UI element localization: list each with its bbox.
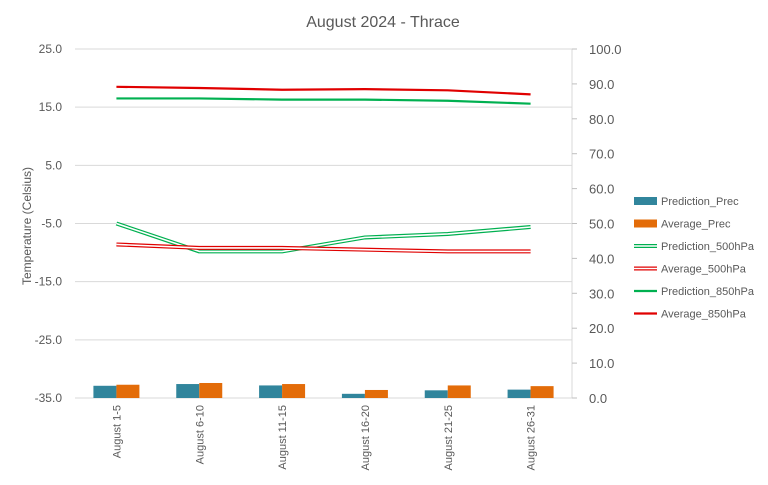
y-axis-label: Temperature (Celsius) bbox=[20, 167, 34, 285]
bar-average-prec bbox=[447, 385, 471, 398]
x-tick-label: August 26-31 bbox=[526, 405, 538, 470]
right-tick-label: 80.0 bbox=[589, 112, 614, 127]
left-tick-label: -25.0 bbox=[35, 333, 63, 347]
lines bbox=[115, 85, 531, 254]
legend-label-prediction-prec: Prediction_Prec bbox=[661, 196, 739, 208]
bar-prediction-prec bbox=[424, 390, 448, 398]
left-tick-label: -5.0 bbox=[41, 217, 62, 231]
x-tick-label: August 16-20 bbox=[360, 405, 372, 470]
left-axis-ticks: 25.0 15.0 5.0 -5.0 -15.0 -25.0 -35.0 bbox=[35, 42, 63, 405]
bar-prediction-prec bbox=[176, 384, 200, 398]
x-axis-ticks: August 1-5 August 6-10 August 11-15 August … bbox=[111, 405, 537, 470]
line-average-500hpa-inner bbox=[116, 243, 531, 253]
legend-label-average-850hpa: Average_850hPa bbox=[661, 309, 747, 321]
gridlines bbox=[75, 48, 573, 399]
bar-prediction-prec bbox=[507, 389, 531, 398]
bar-average-prec bbox=[116, 384, 140, 398]
bar-prediction-prec bbox=[259, 385, 283, 398]
right-tick-label: 70.0 bbox=[589, 147, 614, 162]
bars bbox=[93, 382, 554, 398]
right-tick-label: 100.0 bbox=[589, 42, 622, 57]
right-tick-label: 30.0 bbox=[589, 286, 614, 301]
right-axis-ticks: 100.0 90.0 80.0 70.0 60.0 50.0 40.0 30.0 20.0 10.… bbox=[572, 42, 622, 406]
right-tick-label: 60.0 bbox=[589, 182, 614, 197]
bar-average-prec bbox=[282, 384, 306, 398]
line-average-500hpa bbox=[116, 242, 531, 254]
line-average-850hpa bbox=[116, 85, 531, 96]
right-tick-label: 10.0 bbox=[589, 356, 614, 371]
right-tick-label: 20.0 bbox=[589, 321, 614, 336]
left-tick-label: -15.0 bbox=[35, 275, 63, 289]
legend-label-average-500hpa: Average_500hPa bbox=[661, 264, 747, 276]
legend-label-prediction-850hpa: Prediction_850hPa bbox=[661, 286, 755, 298]
x-tick-label: August 6-10 bbox=[194, 405, 206, 464]
legend-swatch-average-prec bbox=[634, 219, 657, 228]
right-tick-label: 90.0 bbox=[589, 77, 614, 92]
bar-average-prec bbox=[199, 382, 223, 398]
x-tick-label: August 11-15 bbox=[277, 405, 289, 470]
left-tick-label: 5.0 bbox=[45, 158, 62, 172]
left-tick-label: 15.0 bbox=[39, 100, 63, 114]
chart-title: August 2024 - Thrace bbox=[306, 14, 460, 31]
legend: Prediction_Prec Average_Prec Prediction_50… bbox=[634, 196, 755, 321]
legend-swatch-prediction-prec bbox=[634, 197, 657, 205]
x-tick-label: August 1-5 bbox=[111, 405, 123, 458]
left-tick-label: -35.0 bbox=[35, 391, 63, 405]
line-prediction-850hpa bbox=[116, 97, 531, 105]
bar-average-prec bbox=[530, 386, 554, 398]
bar-prediction-prec bbox=[93, 385, 117, 398]
right-tick-label: 50.0 bbox=[589, 217, 614, 232]
right-tick-label: 40.0 bbox=[589, 251, 614, 266]
legend-label-average-prec: Average_Prec bbox=[661, 219, 731, 231]
legend-label-prediction-500hpa: Prediction_500hPa bbox=[661, 241, 755, 253]
left-tick-label: 25.0 bbox=[39, 42, 63, 56]
bar-prediction-prec bbox=[341, 393, 365, 398]
x-tick-label: August 21-25 bbox=[443, 405, 455, 470]
right-tick-label: 0.0 bbox=[589, 391, 607, 406]
bar-average-prec bbox=[364, 389, 388, 398]
